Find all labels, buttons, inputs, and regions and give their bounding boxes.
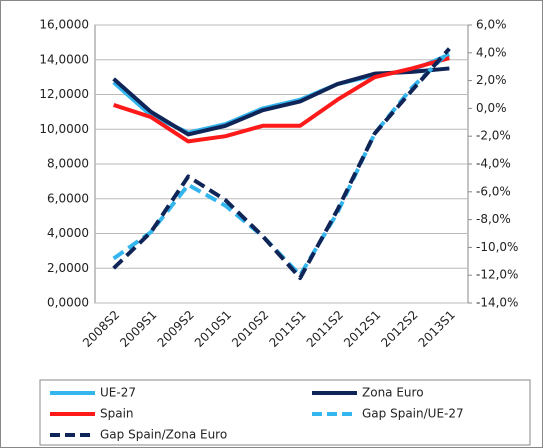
y2-tick-label: 2,0% (476, 73, 507, 87)
y2-tick-label: -8,0% (476, 212, 511, 226)
legend-label: Gap Spain/Zona Euro (100, 428, 227, 442)
legend-label: UE-27 (100, 386, 136, 400)
legend-label: Zona Euro (362, 386, 424, 400)
y2-tick-label: 0,0% (476, 101, 507, 115)
legend-box (39, 379, 531, 446)
legend-label: Spain (100, 407, 134, 421)
y2-tick-label: -12,0% (476, 268, 518, 282)
y-tick-label: 14,0000 (39, 52, 89, 66)
y-tick-label: 16,0000 (39, 18, 89, 32)
y-tick-label: 6,0000 (47, 191, 89, 205)
series-line (113, 56, 450, 144)
y2-tick-label: 4,0% (476, 45, 507, 59)
y2-tick-label: -10,0% (476, 240, 518, 254)
y-tick-label: 10,0000 (39, 122, 89, 136)
y-tick-label: 0,0000 (47, 296, 89, 310)
y2-tick-label: -6,0% (476, 184, 511, 198)
y2-tick-label: 6,0% (476, 18, 507, 32)
y-tick-label: 4,0000 (47, 226, 89, 240)
series-line (112, 47, 451, 280)
y-tick-label: 2,0000 (47, 261, 89, 275)
y-tick-label: 8,0000 (47, 157, 89, 171)
legend-label: Gap Spain/UE-27 (362, 407, 464, 421)
y2-tick-label: -14,0% (476, 296, 518, 310)
y-tick-label: 12,0000 (39, 87, 89, 101)
y2-tick-label: -2,0% (476, 129, 511, 143)
y2-tick-label: -4,0% (476, 157, 511, 171)
